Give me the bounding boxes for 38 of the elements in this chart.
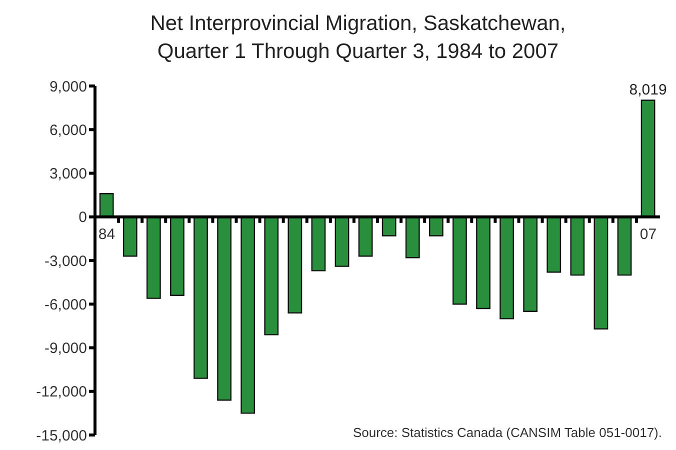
annotation: Source: Statistics Canada (CANSIM Table 051-0017).: [352, 425, 662, 440]
bar: [452, 216, 467, 305]
y-tick-label: 0: [78, 209, 87, 226]
bar: [523, 216, 538, 312]
y-tick-label: 6,000: [49, 122, 87, 139]
y-tick-label: -3,000: [44, 252, 87, 270]
x-tick-label: 84: [98, 226, 116, 243]
bar: [500, 216, 514, 320]
bar: [311, 216, 326, 272]
bar: [570, 216, 585, 276]
y-tick-label: -6,000: [44, 296, 87, 314]
bar: [640, 100, 656, 218]
bar: [334, 216, 350, 267]
bar: [146, 216, 161, 299]
bar: [476, 216, 490, 310]
bar: [594, 216, 608, 330]
y-tick-label: -12,000: [36, 384, 87, 401]
bar: [240, 216, 256, 414]
y-tick-label: -9,000: [44, 340, 87, 358]
bar: [546, 216, 562, 273]
bar: [358, 216, 373, 257]
x-tick-label: 07: [640, 226, 657, 243]
bar: [170, 216, 184, 296]
bar: [428, 216, 444, 236]
y-tick-label: 9,000: [49, 78, 87, 96]
bar: [264, 216, 279, 336]
bar: [194, 216, 208, 379]
bar: [382, 216, 396, 236]
bar: [405, 216, 420, 258]
y-tick-label: -15,000: [36, 427, 87, 444]
bar: [122, 216, 138, 257]
bar: [99, 193, 114, 218]
chart-title: Net Interprovincial Migration, Saskatchewan, Quarter 1 Through Quarter 3, 1984 to 2007: [149, 11, 567, 65]
y-tick-label: 3,000: [49, 166, 87, 183]
bar: [288, 216, 302, 314]
bar: [617, 216, 632, 276]
data-label: 8,019: [629, 81, 667, 98]
bar: [217, 216, 232, 401]
